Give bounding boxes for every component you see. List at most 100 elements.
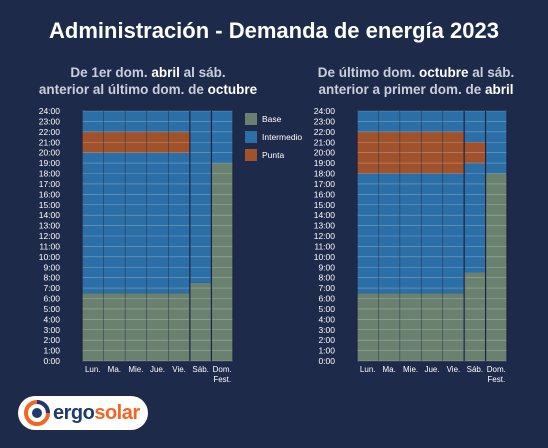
bar-segment-punta: [442, 131, 465, 174]
bar-segment-base: [485, 173, 507, 361]
y-tick-label: 0:00: [318, 356, 335, 366]
bar-segment-base: [464, 272, 486, 361]
x-tick-label: Lun.: [85, 365, 101, 374]
chart-subtitle-right: De último dom. octubre al sáb. anterior a…: [296, 64, 536, 98]
y-tick-label: 6:00: [43, 294, 60, 304]
bar-segment-intermedio: [357, 111, 379, 132]
legend-swatch-punta: [245, 149, 257, 161]
x-tick-label: Sáb.: [467, 365, 483, 374]
brand-logo: ergosolar: [18, 396, 148, 430]
x-tick-label: Jue.: [424, 365, 439, 374]
bar-segment-intermedio: [211, 111, 233, 164]
y-tick-label: 10:00: [39, 252, 61, 262]
y-tick-label: 12:00: [314, 231, 336, 241]
bar-segment-intermedio: [189, 111, 212, 283]
y-tick-label: 18:00: [39, 169, 61, 179]
y-tick-label: 11:00: [314, 241, 335, 251]
bar-segment-punta: [464, 142, 486, 164]
bar-segment-intermedio: [82, 152, 104, 294]
y-tick-label: 22:00: [39, 127, 61, 137]
y-tick-label: 20:00: [314, 148, 336, 158]
y-tick-label: 8:00: [43, 273, 60, 283]
y-tick-label: 13:00: [314, 221, 336, 231]
subtitle-part: abril: [485, 82, 514, 97]
bar-segment-base: [168, 293, 190, 361]
y-tick-label: 13:00: [39, 221, 61, 231]
subtitle-part: De: [70, 65, 92, 80]
subtitle-part: anterior a primer dom. de: [318, 82, 486, 97]
bar-segment-intermedio: [378, 173, 400, 294]
bar-segment-intermedio: [82, 111, 104, 132]
x-tick-label: Sáb.: [192, 365, 208, 374]
y-tick-label: 7:00: [318, 283, 335, 293]
x-tick-label: Vie.: [172, 365, 186, 374]
x-tick-label: Ma.: [382, 365, 395, 374]
bar-segment-intermedio: [103, 111, 126, 132]
y-tick-label: 12:00: [39, 231, 61, 241]
y-tick-label: 0:00: [43, 356, 60, 366]
y-tick-label: 19:00: [39, 158, 61, 168]
x-tick-label: Fest.: [213, 375, 231, 384]
x-tick-label: Mie.: [128, 365, 143, 374]
bar-segment-punta: [103, 131, 126, 153]
legend-label: Base: [262, 114, 282, 124]
bar-segment-base: [442, 293, 465, 361]
subtitle-part: abril: [151, 65, 180, 80]
x-tick-label: Ma.: [108, 365, 121, 374]
y-tick-label: 3:00: [43, 325, 60, 335]
bar-segment-base: [399, 293, 422, 361]
bar-segment-intermedio: [357, 173, 379, 294]
y-tick-label: 7:00: [43, 283, 60, 293]
bar-segment-intermedio: [103, 152, 126, 294]
y-tick-label: 14:00: [314, 210, 336, 220]
y-tick-label: 1:00: [318, 346, 335, 356]
bar-segment-intermedio: [146, 111, 169, 132]
bar-segment-intermedio: [146, 152, 169, 294]
bar-segment-punta: [168, 131, 190, 153]
bar-segment-base: [421, 293, 443, 361]
logo-wordmark: ergosolar: [53, 402, 140, 425]
logo-wordmark-text: ergosolar: [53, 401, 140, 424]
y-tick-label: 5:00: [318, 304, 335, 314]
bar-segment-base: [82, 293, 104, 361]
y-tick-label: 9:00: [43, 262, 60, 272]
bar-segment-punta: [378, 131, 400, 174]
legend-swatch-intermedio: [245, 131, 257, 143]
bar-segment-intermedio: [485, 111, 507, 174]
y-tick-label: 17:00: [314, 179, 336, 189]
page-title: Administración - Demanda de energía 2023: [49, 18, 499, 43]
bar-segment-intermedio: [378, 111, 400, 132]
bar-segment-punta: [421, 131, 443, 174]
y-tick-label: 6:00: [318, 294, 335, 304]
bar-segment-punta: [357, 131, 379, 174]
x-tick-label: Jue.: [150, 365, 165, 374]
legend-label: Intermedio: [262, 132, 302, 142]
bar-segment-intermedio: [125, 152, 147, 294]
subtitle-part: anterior al último dom. de: [38, 82, 208, 97]
bar-segment-base: [103, 293, 126, 361]
x-tick-label: Mie.: [403, 365, 418, 374]
bar-segment-punta: [146, 131, 169, 153]
y-tick-label: 18:00: [314, 169, 336, 179]
y-tick-label: 17:00: [39, 179, 61, 189]
y-tick-label: 23:00: [314, 116, 336, 126]
y-tick-label: 24:00: [314, 106, 336, 116]
y-tick-label: 4:00: [318, 314, 335, 324]
y-tick-label: 23:00: [39, 116, 61, 126]
y-tick-label: 15:00: [314, 200, 336, 210]
bar-segment-intermedio: [168, 152, 190, 294]
bar-segment-intermedio: [464, 163, 486, 273]
subtitle-part: De último dom.: [317, 65, 419, 80]
y-tick-label: 14:00: [39, 210, 61, 220]
bar-segment-base: [125, 293, 147, 361]
y-tick-label: 5:00: [43, 304, 60, 314]
x-tick-label: Lun.: [360, 365, 376, 374]
y-tick-label: 15:00: [39, 200, 61, 210]
bar-segment-intermedio: [421, 173, 443, 294]
chart-subtitle-left: De 1er dom. abril al sáb. anterior al últ…: [28, 64, 268, 98]
bar-segment-base: [189, 282, 212, 361]
y-tick-label: 21:00: [39, 137, 61, 147]
subtitle-part: octubre: [207, 82, 258, 97]
bar-segment-intermedio: [399, 111, 422, 132]
bar-segment-base: [211, 163, 233, 361]
